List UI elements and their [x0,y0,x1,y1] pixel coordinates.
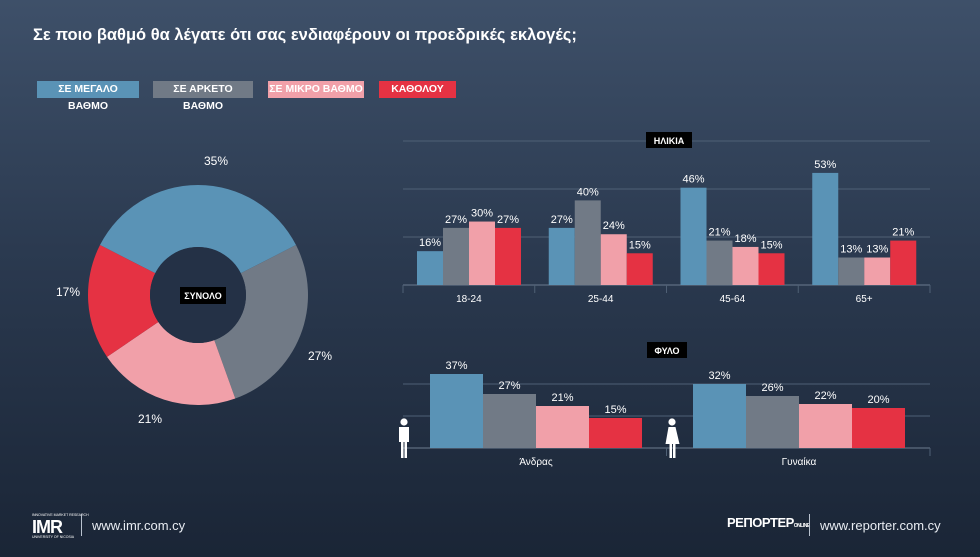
reporter-logo: ΡΕΠΟΡΤΕΡONLINE [727,515,810,530]
gender-bar-label: 26% [761,382,783,394]
page-title: Σε ποιο βαθμό θα λέγατε ότι σας ενδιαφέρ… [33,26,577,44]
age-bar-label: 27% [445,214,467,226]
gender-category-label: Άνδρας [519,457,553,468]
age-bar [548,227,575,285]
age-bar-label: 40% [577,186,599,198]
reporter-logo-small: ONLINE [793,523,810,529]
age-bar [706,240,733,285]
age-bar [495,227,521,285]
age-bar-label: 27% [551,214,573,226]
age-bar-label: 21% [892,227,914,239]
gender-bar [589,418,642,448]
gender-bar [430,374,483,448]
footer-divider-left [81,514,82,536]
gender-bar-label: 37% [445,360,467,372]
pie-value-label: 17% [56,285,80,299]
gender-bar [483,394,536,448]
age-bar-label: 18% [734,233,756,245]
legend-little: ΣΕ ΜΙΚΡΟ ΒΑΘΜΟ [268,81,364,98]
age-bar-label: 46% [682,174,704,186]
age-bar-label: 15% [629,239,651,251]
pie-slice-1 [214,245,308,399]
age-bar-label: 13% [840,244,862,256]
age-bar [732,246,759,285]
gender-bar-label: 32% [708,370,730,382]
imr-logo-mark: IMR [32,517,63,537]
age-bar-label: 24% [603,220,625,232]
age-title-badge [646,132,692,148]
pie-value-label: 27% [308,349,332,363]
gender-bar-label: 15% [604,404,626,416]
reporter-url[interactable]: www.reporter.com.cy [820,518,941,533]
man-icon [399,418,409,458]
gender-bar [852,408,905,448]
age-category-label: 25-44 [588,294,614,305]
gender-bar [693,384,746,448]
pie-center-label: ΣΥΝΟΛΟ [184,291,221,301]
reporter-logo-text: ΡΕΠΟΡΤΕΡ [727,515,794,530]
imr-logo-bottom-text: UNIVERSITY OF NICOSIA [32,535,75,539]
age-title: ΗΛΙΚΙΑ [654,136,685,146]
age-bar [443,227,469,285]
age-bar-label: 15% [760,239,782,251]
pie-slice-3 [88,245,159,357]
gender-bar-label: 22% [814,390,836,402]
age-bar [574,200,601,285]
gender-bar [746,396,799,448]
age-bar-label: 13% [866,244,888,256]
imr-url[interactable]: www.imr.com.cy [92,518,186,533]
age-bar-label: 27% [497,214,519,226]
age-bar-label: 16% [419,237,441,249]
gender-category-label: Γυναίκα [782,456,817,468]
age-bar [812,172,839,285]
gender-bar-label: 20% [867,394,889,406]
imr-logo: INNOVATIVE MARKET RESEARCH IMR UNIVERSIT… [32,513,89,539]
age-category-label: 65+ [856,294,873,305]
age-bar [626,253,653,285]
age-bar [758,253,785,285]
age-bar-label: 53% [814,159,836,171]
age-bar [838,257,865,285]
age-bar [417,251,443,285]
legend-none: ΚΑΘΟΛΟΥ [379,81,456,98]
woman-icon [665,418,680,458]
age-bar [890,240,917,285]
gender-title-badge [647,342,687,358]
gender-bar-label: 21% [551,392,573,404]
age-bar [680,187,707,285]
legend-enough: ΣΕ ΑΡΚΕΤΟ ΒΑΘΜΟ [153,81,253,112]
age-category-label: 45-64 [720,294,746,305]
pie-slice-2 [107,321,236,405]
pie-value-label: 35% [204,154,228,168]
age-bar [864,257,891,285]
pie-slice-0 [99,185,297,274]
legend-great: ΣΕ ΜΕΓΑΛΟ ΒΑΘΜΟ [37,81,139,112]
gender-bar-label: 27% [498,380,520,392]
gender-bar [799,404,852,448]
age-category-label: 18-24 [456,294,482,305]
imr-logo-top-text: INNOVATIVE MARKET RESEARCH [32,513,89,517]
age-bar-label: 30% [471,208,493,220]
age-bar-label: 21% [708,227,730,239]
age-bar [600,234,627,285]
pie-value-label: 21% [138,412,162,426]
gender-bar [536,406,589,448]
pie-center-badge [180,287,226,304]
gender-title: ΦΥΛΟ [654,346,679,356]
age-bar [469,221,495,285]
footer-divider-right [809,514,810,536]
